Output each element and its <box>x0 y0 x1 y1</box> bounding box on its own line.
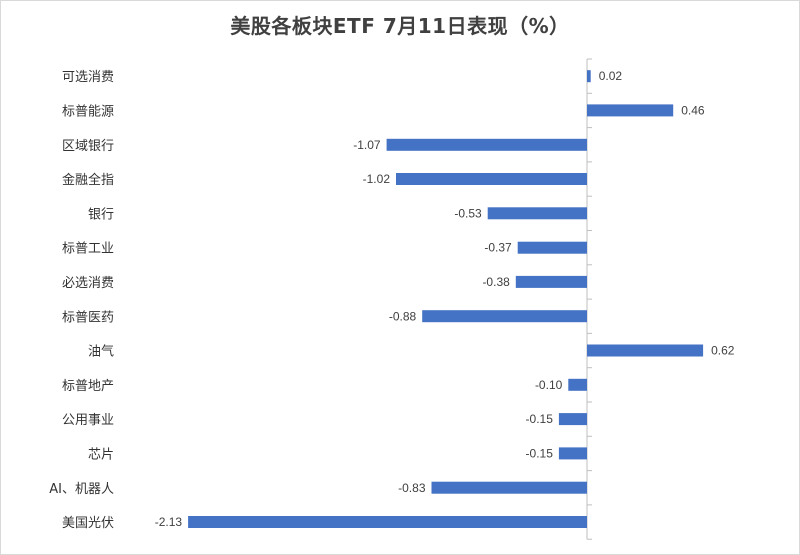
data-label: 0.62 <box>711 344 735 358</box>
bar <box>587 70 591 83</box>
bar <box>515 275 587 288</box>
data-label: 0.02 <box>599 69 623 83</box>
category-label: 标普医药 <box>62 310 114 325</box>
category-label: 可选消费 <box>62 70 114 85</box>
category-label: AI、机器人 <box>49 482 114 497</box>
data-label: -0.15 <box>526 412 554 426</box>
data-label: -0.10 <box>535 378 563 392</box>
category-label: 区域银行 <box>62 139 114 154</box>
bar <box>558 413 587 426</box>
bar <box>587 104 674 117</box>
bar <box>431 481 587 494</box>
bar <box>396 173 587 185</box>
bar <box>517 241 587 254</box>
bar <box>422 310 587 323</box>
category-label: 标普能源 <box>62 104 114 119</box>
data-label: -1.02 <box>363 172 391 186</box>
bar <box>386 138 587 151</box>
category-label: 芯片 <box>88 447 114 462</box>
bar <box>568 378 587 391</box>
data-label: -0.53 <box>454 206 482 220</box>
bar <box>188 516 587 528</box>
data-label: -0.37 <box>484 241 512 255</box>
category-label: 美国光伏 <box>62 516 114 531</box>
chart-title: 美股各板块ETF 7月11日表现（%） <box>230 14 570 38</box>
category-label: 油气 <box>88 344 114 360</box>
category-label: 银行 <box>88 207 114 222</box>
category-label: 公用事业 <box>62 413 114 428</box>
bar <box>587 344 704 357</box>
data-label: -0.83 <box>398 481 426 495</box>
data-label: 0.46 <box>681 103 705 117</box>
data-label: -0.15 <box>526 446 554 460</box>
category-label: 标普地产 <box>62 379 114 394</box>
data-label: -0.88 <box>389 309 417 323</box>
category-label: 金融全指 <box>62 172 114 188</box>
category-label: 标普工业 <box>62 242 114 257</box>
data-label: -0.38 <box>482 275 510 289</box>
data-label: -1.07 <box>353 138 381 152</box>
bar <box>558 447 587 460</box>
data-label: -2.13 <box>155 515 183 529</box>
bar <box>487 207 587 220</box>
category-label: 必选消费 <box>62 276 114 291</box>
